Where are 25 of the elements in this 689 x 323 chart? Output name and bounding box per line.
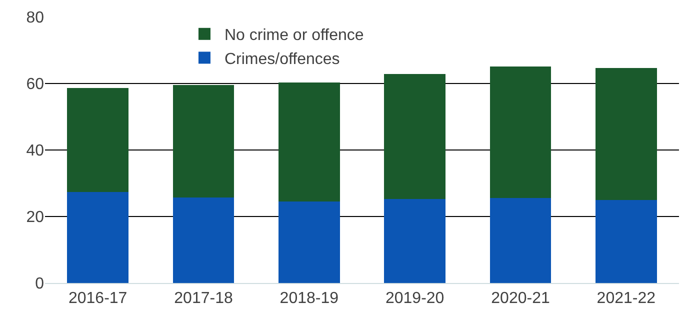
bar: [384, 199, 446, 283]
y-tick-label: 80: [26, 10, 44, 27]
y-tick-label: 40: [26, 142, 44, 160]
y-tick-label: 20: [26, 209, 44, 226]
bar: [278, 82, 340, 202]
x-tick-label: 2017-18: [174, 290, 233, 308]
x-tick-label: 2020-21: [491, 290, 550, 308]
bar: [67, 192, 128, 283]
y-tick-label: 0: [35, 276, 44, 293]
bar: [596, 68, 657, 200]
bar: [278, 202, 340, 283]
x-tick-label: 2021-22: [596, 290, 656, 308]
bar: [172, 85, 234, 198]
bar: [67, 88, 128, 192]
x-tick-label: 2016-17: [68, 290, 128, 308]
legend-label: No crime or offence: [224, 27, 364, 44]
x-tick-label: 2018-19: [280, 290, 339, 308]
y-tick-label: 60: [26, 76, 44, 94]
bar: [596, 200, 657, 283]
bar: [384, 74, 446, 200]
bar: [172, 198, 234, 283]
x-tick-label: 2019-20: [385, 290, 444, 308]
bar: [490, 198, 552, 283]
bar: [490, 66, 552, 198]
legend-label: Crimes/offences: [224, 50, 340, 68]
